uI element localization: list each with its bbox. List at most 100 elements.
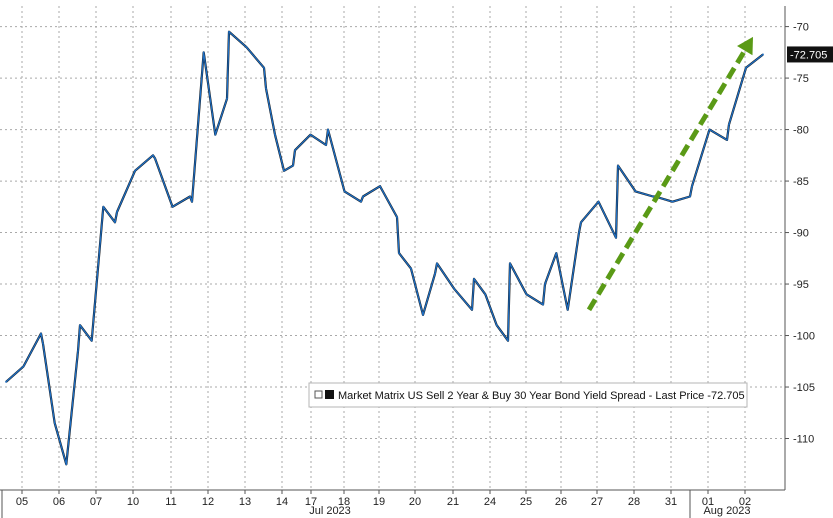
data-point	[152, 154, 154, 157]
annotation-layer	[586, 36, 753, 312]
data-point	[652, 195, 654, 198]
y-tick-label: -95	[793, 279, 809, 291]
month-label: Jul 2023	[309, 505, 351, 517]
data-point	[154, 157, 156, 160]
data-point	[40, 332, 42, 335]
data-point	[634, 190, 637, 193]
x-tick-label: 31	[665, 496, 677, 508]
data-point	[580, 221, 582, 224]
data-point	[671, 200, 674, 203]
data-point	[245, 46, 248, 49]
data-point	[79, 324, 81, 327]
data-point	[292, 164, 294, 167]
legend-box	[308, 382, 748, 408]
data-point	[77, 350, 79, 352]
y-tick-label: -100	[793, 331, 815, 343]
data-point	[396, 216, 398, 219]
data-point	[309, 133, 312, 136]
y-tick-label: -110	[793, 434, 814, 446]
data-point	[726, 138, 728, 141]
x-tick-label: 05	[16, 496, 28, 508]
data-point	[22, 365, 25, 368]
data-point	[708, 128, 711, 131]
data-point	[53, 422, 56, 424]
y-tick-label: -105	[793, 382, 815, 394]
data-point	[422, 314, 424, 316]
x-tick-label: 11	[165, 496, 176, 508]
y-tick-label: -90	[793, 228, 809, 240]
data-point	[228, 30, 230, 33]
data-point	[343, 190, 346, 193]
data-point	[226, 97, 228, 100]
data-point	[525, 293, 528, 296]
legend-layer: Market Matrix US Sell 2 Year & Buy 30 Ye…	[308, 382, 748, 408]
data-point	[495, 324, 498, 327]
data-point	[509, 262, 511, 265]
data-point	[544, 283, 546, 285]
data-point	[265, 87, 267, 90]
data-point	[189, 195, 191, 198]
data-point	[566, 308, 569, 311]
month-label: Aug 2023	[703, 505, 750, 517]
data-point	[294, 149, 296, 152]
data-point	[542, 303, 544, 306]
y-tick-label: -85	[793, 176, 809, 188]
data-point	[689, 195, 691, 198]
y-tick-label: -80	[793, 125, 809, 137]
axis-layer: -70 -75 -80 -85 -90 -95 -100 -105 -110 05 06 07 10 11…	[0, 6, 833, 518]
data-point	[728, 123, 730, 126]
x-tick-label: 26	[555, 496, 567, 508]
data-point	[65, 463, 68, 466]
legend-text: Market Matrix US Sell 2 Year & Buy 30 Ye…	[338, 390, 745, 402]
x-tick-label: 18	[338, 496, 350, 508]
data-point	[617, 164, 619, 167]
data-point	[362, 195, 364, 198]
data-point	[578, 231, 580, 234]
data-point	[615, 236, 617, 239]
data-point	[471, 308, 473, 311]
x-tick-label: 02	[739, 496, 751, 508]
x-tick-label: 12	[202, 496, 214, 508]
data-point	[360, 200, 362, 203]
data-point	[191, 200, 193, 203]
x-tick-label: 19	[373, 496, 385, 508]
data-point	[214, 133, 217, 136]
data-point	[42, 342, 44, 345]
x-tick-label: 20	[409, 496, 421, 508]
x-tick-label: 27	[591, 496, 603, 508]
x-tick-label: 25	[520, 496, 532, 508]
data-point	[398, 252, 400, 255]
x-tick-label: 28	[628, 496, 640, 508]
data-point	[453, 288, 456, 291]
x-tick-label: 13	[239, 496, 251, 508]
data-point	[102, 205, 105, 208]
data-point	[434, 272, 436, 275]
data-point	[171, 205, 174, 208]
x-tick-label: 10	[127, 496, 139, 508]
x-tick-label: 14	[276, 496, 288, 508]
data-point	[597, 200, 600, 203]
x-tick-label: 06	[53, 496, 65, 508]
data-point	[325, 144, 327, 146]
data-point	[762, 53, 764, 56]
last-price-tag	[787, 46, 833, 63]
grid-layer	[0, 6, 785, 490]
data-point	[379, 185, 381, 188]
x-tick-label: 24	[484, 496, 496, 508]
y-tick-label: -75	[793, 73, 809, 85]
trend-arrow-head	[737, 36, 753, 56]
data-point	[473, 277, 475, 280]
y-tick-label: -70	[793, 22, 809, 34]
legend-toggle-icon[interactable]	[314, 390, 323, 399]
last-price-label: -72.705	[790, 49, 827, 61]
data-point	[263, 66, 265, 69]
data-point	[116, 211, 118, 213]
x-tick-label: 21	[447, 496, 459, 508]
series-layer	[5, 30, 764, 466]
data-point	[134, 169, 136, 172]
data-point	[5, 380, 7, 383]
series-line	[5, 31, 764, 465]
data-point	[90, 339, 93, 342]
